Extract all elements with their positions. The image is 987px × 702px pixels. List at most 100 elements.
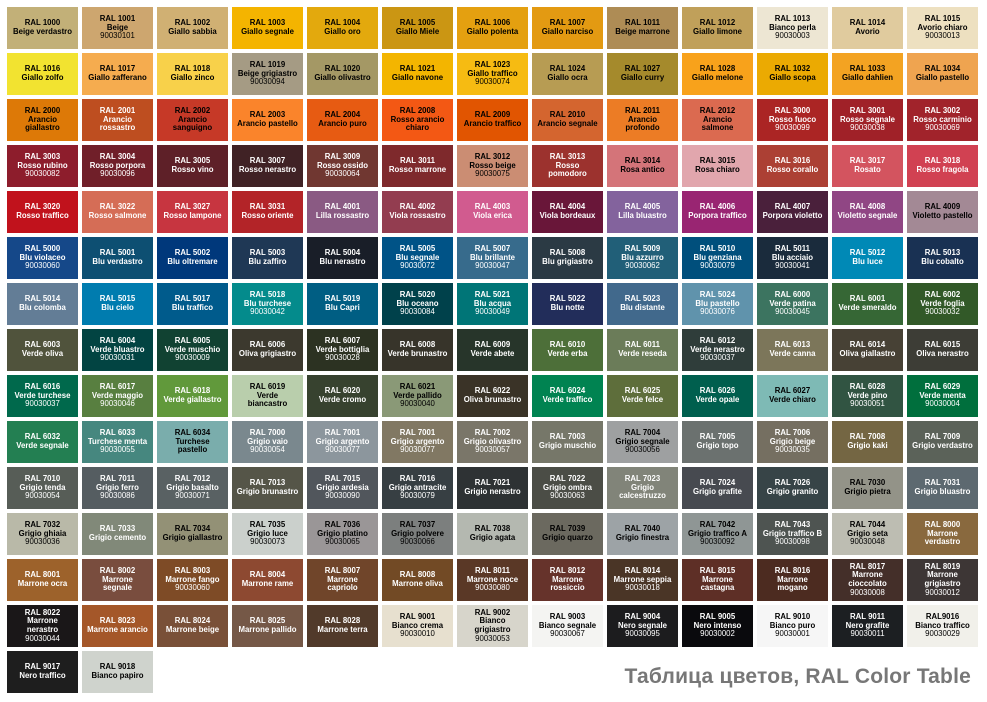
swatch-label: 90030048 [850, 537, 885, 547]
swatch-label: Bianco traffico [915, 620, 970, 630]
swatch-label: Beige marrone [615, 27, 670, 36]
color-swatch: RAL 7005 Grigio topo [682, 421, 753, 463]
swatch-code: RAL 3011 [400, 156, 435, 166]
swatch-code: RAL 3005 [174, 156, 211, 166]
swatch-code: RAL 4005 [624, 202, 661, 212]
color-swatch: RAL 1033 Giallo dahlien [832, 53, 903, 95]
color-swatch: RAL 9018 Bianco papiro [82, 651, 153, 693]
swatch-label: Rosa antico [620, 165, 665, 174]
swatch-label: Bianco papiro [91, 671, 144, 680]
color-swatch: RAL 3013 Rosso pomodoro [532, 145, 603, 187]
swatch-code: RAL 5007 [474, 244, 511, 254]
swatch-label: 90030080 [475, 583, 510, 593]
swatch-label: Arancio puro [318, 119, 367, 128]
swatch-code: RAL 5002 [174, 248, 211, 258]
color-swatch: RAL 5010 Blu genziana 90030079 [682, 237, 753, 279]
swatch-label: Viola rossastro [389, 211, 446, 220]
swatch-label: Bianco [479, 616, 506, 626]
swatch-label: Grigio verdastro [912, 441, 973, 450]
swatch-label: Blu distante [620, 303, 665, 312]
swatch-code: RAL 5003 [249, 248, 286, 258]
swatch-label: Marrone seppia [613, 574, 672, 584]
swatch-code: RAL 7037 [399, 520, 436, 530]
swatch-label: 90030063 [550, 491, 585, 501]
color-swatch: RAL 8002 Marrone segnale [82, 559, 153, 601]
color-swatch: RAL 3002 Rosso carminio 90030069 [907, 99, 978, 141]
color-swatch: RAL 2008 Rosso arancio chiaro [382, 99, 453, 141]
swatch-label: Arancio traffico [463, 119, 522, 128]
swatch-code: RAL 3015 [699, 156, 736, 166]
swatch-code: RAL 3012 [474, 152, 511, 162]
color-swatch: RAL 6003 Verde oliva [7, 329, 78, 371]
color-swatch: RAL 9005 Nero intenso 90030002 [682, 605, 753, 647]
swatch-label: Bianco puro [769, 620, 816, 630]
color-swatch: RAL 9004 Nero segnale 90030095 [607, 605, 678, 647]
swatch-label: Beige verdastro [13, 27, 72, 36]
color-swatch: RAL 5005 Blu segnale 90030072 [382, 237, 453, 279]
swatch-label: Rosso segnale [839, 114, 896, 124]
swatch-label: grigiastro [474, 625, 511, 634]
color-swatch: RAL 7002 Grigio olivastro 90030057 [457, 421, 528, 463]
swatch-label: Verde nerastro [690, 344, 745, 354]
swatch-label: Grigio agata [469, 533, 516, 542]
swatch-label: pomodoro [548, 169, 587, 179]
color-swatch: RAL 3004 Rosso porpora 90030096 [82, 145, 153, 187]
color-swatch: RAL 7021 Grigio nerastro [457, 467, 528, 509]
swatch-code: RAL 7006 [774, 428, 811, 438]
swatch-label: Blu genziana [693, 252, 742, 262]
swatch-label: Giallo Miele [395, 27, 440, 36]
color-swatch: RAL 6004 Verde bluastro 90030031 [82, 329, 153, 371]
swatch-label: 90030009 [175, 353, 210, 363]
color-swatch: RAL 5013 Blu cobalto [907, 237, 978, 279]
color-swatch: RAL 6028 Verde pino 90030051 [832, 375, 903, 417]
swatch-code: RAL 6028 [849, 382, 886, 392]
color-swatch: RAL 2009 Arancio traffico [457, 99, 528, 141]
swatch-code: RAL 8024 [174, 616, 211, 626]
swatch-label: 90030077 [400, 445, 435, 455]
color-swatch: RAL 7040 Grigio finestra [607, 513, 678, 555]
swatch-code: RAL 2012 [699, 106, 736, 116]
swatch-label: 90030028 [325, 353, 360, 363]
color-swatch: RAL 9017 Nero traffico [7, 651, 78, 693]
color-swatch: RAL 3018 Rosso fragola [907, 145, 978, 187]
color-swatch: RAL 9011 Nero grafite 90030011 [832, 605, 903, 647]
swatch-label: Oliva grigiastro [238, 349, 297, 358]
swatch-label: Blu traffico [171, 303, 214, 312]
swatch-label: 90030084 [400, 307, 435, 317]
swatch-label: capriolo [327, 583, 358, 593]
swatch-label: 90030035 [775, 445, 810, 455]
color-swatch: RAL 1013 Bianco perla 90030003 [757, 7, 828, 49]
swatch-code: RAL 6000 [774, 290, 811, 300]
color-swatch: RAL 8015 Marrone castagna [682, 559, 753, 601]
color-swatch: RAL 6000 Verde patina 90030045 [757, 283, 828, 325]
color-swatch: RAL 7013 Grigio brunastro [232, 467, 303, 509]
color-swatch: RAL 7012 Grigio basalto 90030071 [157, 467, 228, 509]
color-swatch: RAL 4002 Viola rossastro [382, 191, 453, 233]
swatch-label: Nero grafite [845, 620, 890, 630]
swatch-label: Giallo zolfo [21, 73, 64, 82]
swatch-label: Bianco perla [769, 22, 816, 32]
swatch-label: Arancio pastello [237, 119, 298, 128]
color-swatch: RAL 6008 Verde brunastro [382, 329, 453, 371]
swatch-code: RAL 7001 [399, 428, 436, 438]
swatch-code: RAL 8012 [549, 566, 586, 576]
swatch-label: Violetto pastello [912, 211, 973, 220]
swatch-label: 90030055 [100, 445, 135, 455]
swatch-label: Giallo sabbia [168, 27, 217, 36]
swatch-label: 90030038 [850, 123, 885, 133]
swatch-label: Nero traffico [19, 671, 66, 680]
swatch-label: Verde abete [470, 349, 515, 358]
swatch-code: RAL 8017 [849, 561, 886, 571]
swatch-label: Grigio ferro [96, 482, 139, 492]
swatch-code: RAL 8003 [174, 566, 211, 576]
swatch-label: 90030074 [475, 77, 510, 87]
swatch-label: Marrone [927, 528, 958, 538]
swatch-label: 90030060 [25, 261, 60, 271]
color-swatch: RAL 7022 Grigio ombra 90030063 [532, 467, 603, 509]
swatch-code: RAL 6015 [924, 340, 961, 350]
swatch-code: RAL 7001 [324, 428, 361, 438]
color-swatch: RAL 5000 Blu violaceo 90030060 [7, 237, 78, 279]
color-swatch: RAL 1003 Giallo segnale [232, 7, 303, 49]
swatch-code: RAL 7036 [324, 520, 361, 530]
swatch-label: 90030054 [25, 491, 60, 501]
